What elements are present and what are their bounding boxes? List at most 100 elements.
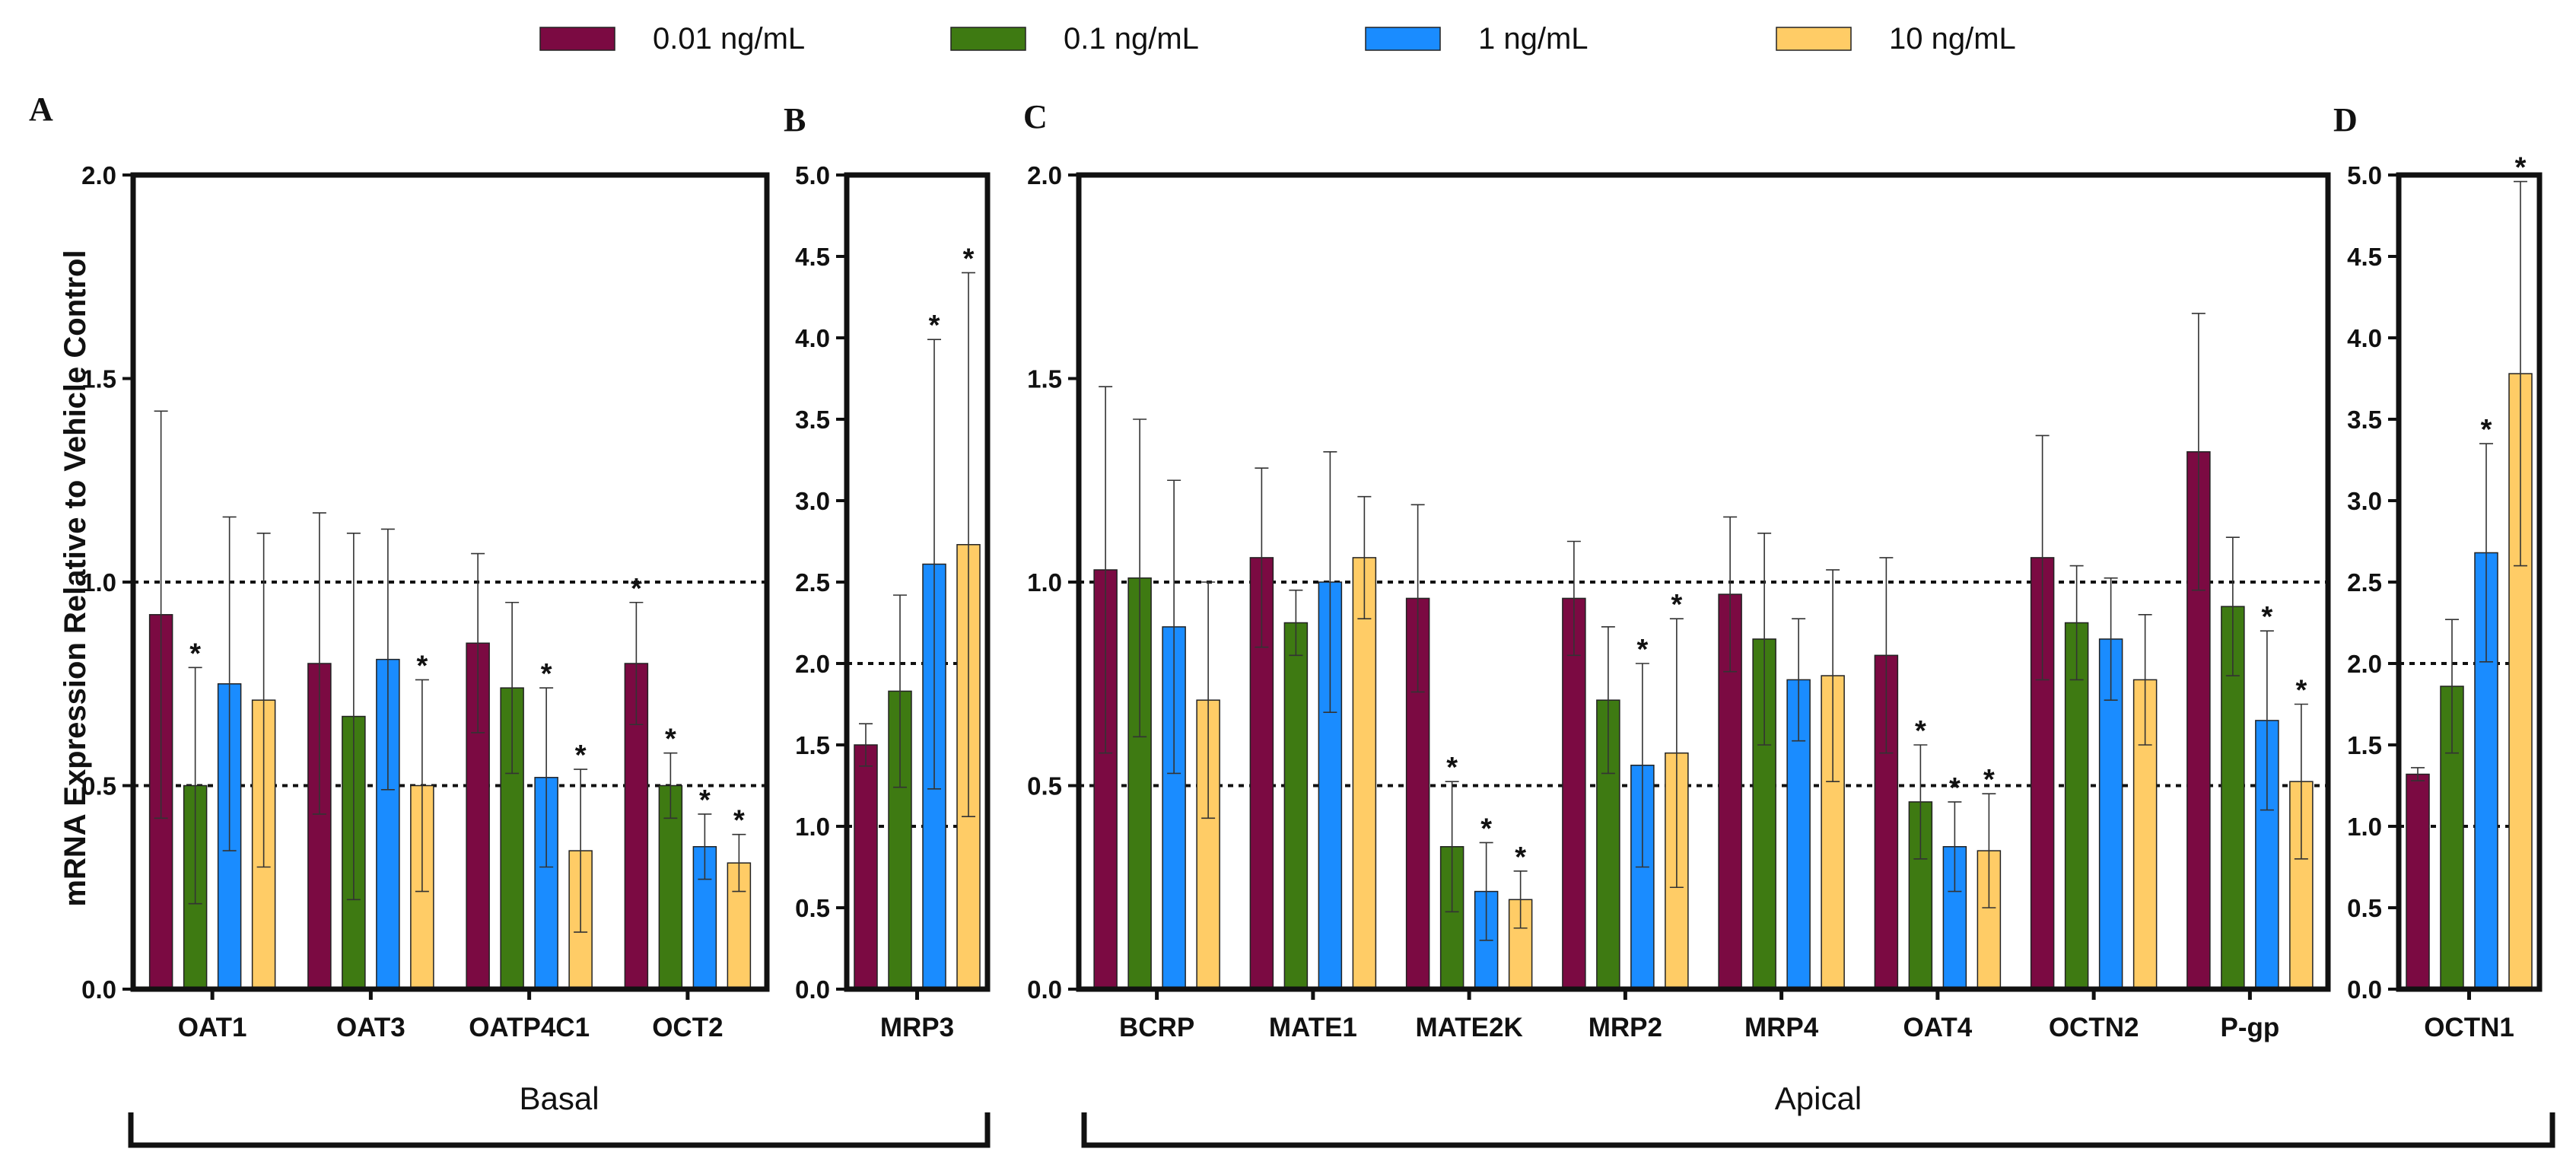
y-tick-label-D-10: 5.0	[2347, 161, 2382, 189]
group-basal-bracket	[128, 1112, 991, 1148]
x-tick-label-MATE2K: MATE2K	[1415, 1013, 1522, 1042]
y-tick-label-A-0: 0.0	[81, 975, 116, 1004]
category-OATP4C1: * * OATP4C1	[466, 552, 593, 1042]
panel-B: B * * MRP3 0.0 0.5 1.0 1.5 2.0 2.5 3.0 3.5 4.0 4.5 5.0	[784, 101, 991, 1042]
y-tick-label-C-0: 0.0	[1027, 975, 1062, 1004]
y-tick-label-D-0: 0.0	[2347, 975, 2382, 1004]
group-apical-label: Apical	[1775, 1080, 1862, 1116]
y-tick-label-D-9: 4.5	[2347, 243, 2382, 271]
bar-MATE1-4	[1352, 557, 1377, 990]
group-apical-bracket	[1081, 1112, 2555, 1148]
category-P-gp: * * P-gp	[2186, 313, 2314, 1042]
y-tick-label-B-6: 3.0	[795, 487, 830, 515]
bar-OCT2-2	[658, 784, 683, 990]
category-OCTN1: * * OCTN1	[2406, 152, 2533, 1042]
y-tick-label-C-4: 2.0	[1027, 161, 1062, 189]
significance-star-OATP4C1-4: *	[575, 740, 587, 772]
x-tick-label-OCTN2: OCTN2	[2049, 1013, 2139, 1042]
x-tick-label-OCTN1: OCTN1	[2424, 1013, 2514, 1042]
group-brackets: Basal Apical	[128, 1080, 2555, 1148]
significance-star-MATE2K-2: *	[1446, 752, 1458, 784]
x-tick-label-P-gp: P-gp	[2220, 1013, 2279, 1042]
y-axis-label: mRNA Expression Relative to Vehicle Cont…	[59, 250, 92, 906]
legend-label-1: 0.01 ng/mL	[653, 22, 805, 56]
panel-A: A * OAT1 * OAT3 * * OATP4C1 * * * * OCT2 0.0 0.5 1.0 1.5…	[29, 91, 770, 1042]
panel-letter-D: D	[2333, 101, 2358, 138]
panel-D: D * * OCTN1 0.0 0.5 1.0 1.5 2.0 2.5 3.0 3.5 4.0 4.5 5.…	[2333, 101, 2543, 1042]
significance-star-OATP4C1-3: *	[541, 658, 552, 690]
x-tick-label-MATE1: MATE1	[1269, 1013, 1357, 1042]
y-tick-label-D-3: 1.5	[2347, 731, 2382, 759]
x-tick-label-OAT4: OAT4	[1903, 1013, 1973, 1042]
category-OCT2: * * * * OCT2	[624, 573, 752, 1042]
legend-swatch-2	[950, 27, 1026, 51]
legend-label-2: 0.1 ng/mL	[1064, 22, 1199, 56]
panel-letter-A: A	[29, 91, 53, 128]
x-tick-label-BCRP: BCRP	[1119, 1013, 1194, 1042]
y-tick-label-A-4: 2.0	[81, 161, 116, 189]
legend-swatch-1	[539, 27, 615, 51]
x-tick-label-MRP2: MRP2	[1589, 1013, 1662, 1042]
bar-MRP3-1	[854, 744, 878, 990]
significance-star-P-gp-4: *	[2295, 675, 2307, 707]
category-MRP4: MRP4	[1718, 516, 1845, 1042]
y-tick-label-D-4: 2.0	[2347, 650, 2382, 678]
significance-star-OAT3-4: *	[416, 650, 428, 682]
panel-C: C BCRP MATE1 * * * MATE2K * * MRP2 MRP4 * * * OAT4 OCTN…	[1023, 98, 2331, 1042]
significance-star-MRP3-3: *	[929, 310, 940, 342]
y-tick-label-D-2: 1.0	[2347, 813, 2382, 841]
legend-label-4: 10 ng/mL	[1889, 22, 2016, 56]
y-tick-label-C-3: 1.5	[1027, 365, 1062, 393]
bar-MRP2-1	[1562, 597, 1586, 990]
panel-letter-C: C	[1023, 98, 1048, 135]
legend-swatch-3	[1365, 27, 1441, 51]
y-tick-label-A-3: 1.5	[81, 365, 116, 393]
category-BCRP: BCRP	[1093, 386, 1220, 1042]
bar-OCTN1-1	[2406, 773, 2430, 990]
y-tick-label-B-7: 3.5	[795, 406, 830, 434]
significance-star-OAT4-3: *	[1949, 772, 1961, 804]
panels: A * OAT1 * OAT3 * * OATP4C1 * * * * OCT2 0.0 0.5 1.0 1.5…	[29, 91, 2543, 1042]
significance-star-OCTN1-4: *	[2515, 152, 2527, 184]
significance-star-OCT2-1: *	[631, 573, 642, 605]
category-MATE2K: * * * MATE2K	[1405, 504, 1533, 1042]
y-tick-label-C-2: 1.0	[1027, 568, 1062, 597]
significance-star-MATE2K-3: *	[1480, 813, 1492, 845]
y-tick-label-A-2: 1.0	[81, 568, 116, 597]
y-tick-label-B-4: 2.0	[795, 650, 830, 678]
y-tick-label-B-2: 1.0	[795, 813, 830, 841]
x-tick-label-OATP4C1: OATP4C1	[469, 1013, 590, 1042]
group-apical: Apical	[1081, 1080, 2555, 1148]
significance-star-MATE2K-4: *	[1515, 842, 1526, 873]
legend-swatch-4	[1776, 27, 1852, 51]
category-OAT1: * OAT1	[148, 410, 276, 1042]
y-tick-label-B-8: 4.0	[795, 324, 830, 352]
y-tick-label-B-0: 0.0	[795, 975, 830, 1004]
group-basal-label: Basal	[519, 1080, 599, 1116]
y-tick-label-B-5: 2.5	[795, 568, 830, 597]
panel-letter-B: B	[784, 101, 806, 138]
category-OAT4: * * * OAT4	[1874, 557, 2002, 1042]
y-tick-label-D-1: 0.5	[2347, 894, 2382, 922]
significance-star-MRP2-3: *	[1636, 634, 1648, 666]
y-tick-label-B-10: 5.0	[795, 161, 830, 189]
significance-star-MRP3-4: *	[963, 243, 975, 275]
y-tick-label-C-1: 0.5	[1027, 772, 1062, 800]
y-tick-label-D-5: 2.5	[2347, 568, 2382, 597]
y-tick-label-B-1: 0.5	[795, 894, 830, 922]
significance-star-OAT4-2: *	[1915, 715, 1926, 747]
significance-star-MRP2-4: *	[1671, 589, 1682, 621]
x-tick-label-OAT1: OAT1	[178, 1013, 247, 1042]
category-MRP2: * * MRP2	[1562, 540, 1689, 1042]
category-OAT3: * OAT3	[307, 512, 434, 1042]
bar-OCTN2-2	[2064, 622, 2089, 990]
y-tick-label-D-6: 3.0	[2347, 487, 2382, 515]
x-tick-label-MRP3: MRP3	[880, 1013, 954, 1042]
y-tick-label-B-9: 4.5	[795, 243, 830, 271]
significance-star-OCT2-4: *	[733, 805, 745, 837]
significance-star-P-gp-3: *	[2261, 601, 2272, 633]
legend: 0.01 ng/mL 0.1 ng/mL 1 ng/mL 10 ng/mL	[539, 22, 2016, 56]
bar-MATE1-2	[1283, 622, 1309, 990]
category-MRP3: * * MRP3	[854, 243, 981, 1042]
